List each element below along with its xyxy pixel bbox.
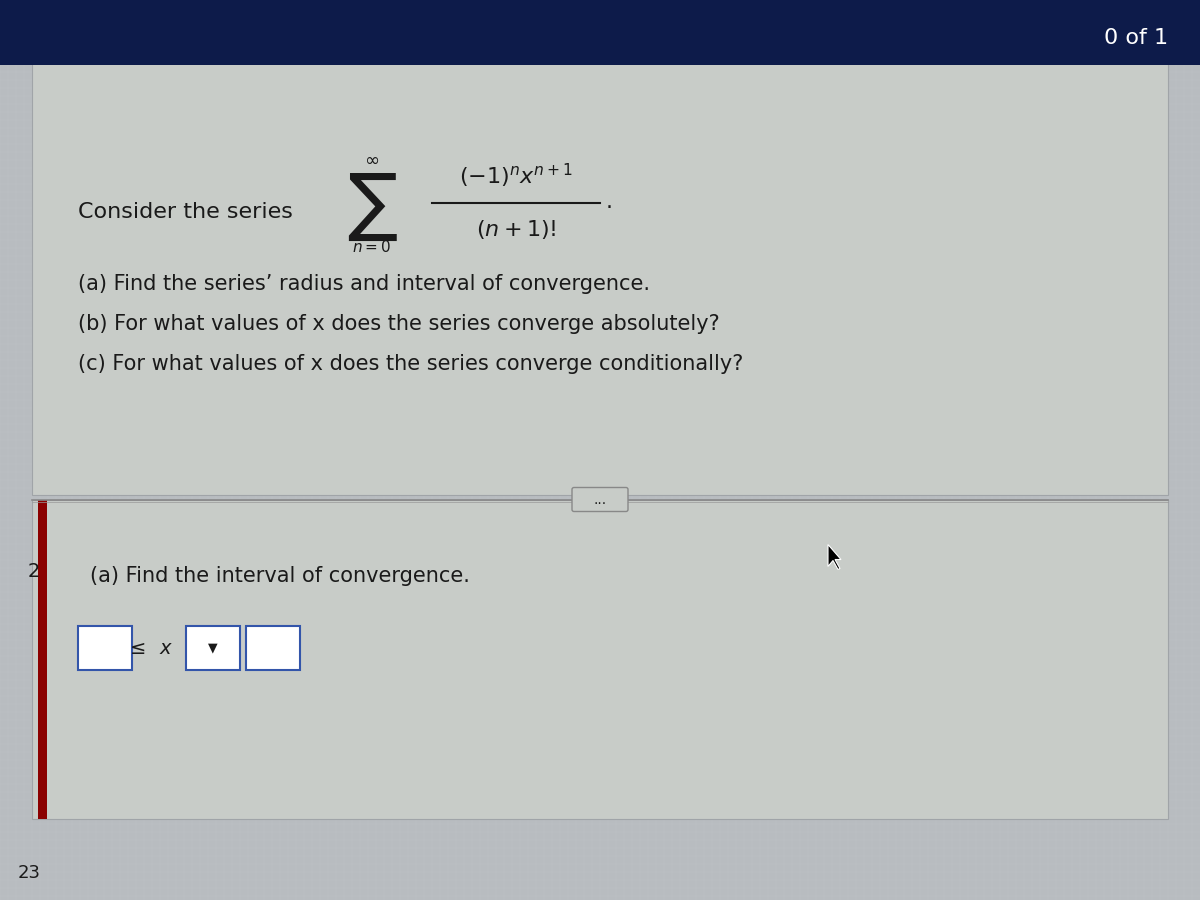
Text: .: . bbox=[606, 193, 613, 212]
Text: ...: ... bbox=[594, 492, 606, 507]
Polygon shape bbox=[828, 544, 841, 570]
Text: (a) Find the series’ radius and interval of convergence.: (a) Find the series’ radius and interval… bbox=[78, 274, 650, 293]
Text: ≤: ≤ bbox=[130, 638, 146, 658]
Text: $(-1)^n x^{n+1}$: $(-1)^n x^{n+1}$ bbox=[458, 161, 574, 190]
FancyBboxPatch shape bbox=[78, 626, 132, 670]
Text: x: x bbox=[160, 638, 172, 658]
FancyBboxPatch shape bbox=[246, 626, 300, 670]
Text: 2: 2 bbox=[28, 562, 40, 581]
Text: Consider the series: Consider the series bbox=[78, 202, 293, 221]
FancyBboxPatch shape bbox=[572, 488, 628, 511]
Text: $n=0$: $n=0$ bbox=[353, 239, 391, 256]
Text: (a) Find the interval of convergence.: (a) Find the interval of convergence. bbox=[90, 566, 470, 586]
Text: (c) For what values of x does the series converge conditionally?: (c) For what values of x does the series… bbox=[78, 355, 743, 374]
Text: 23: 23 bbox=[18, 864, 41, 882]
FancyBboxPatch shape bbox=[186, 626, 240, 670]
FancyBboxPatch shape bbox=[32, 58, 1168, 495]
Text: (b) For what values of x does the series converge absolutely?: (b) For what values of x does the series… bbox=[78, 314, 720, 334]
Text: $\sum$: $\sum$ bbox=[347, 172, 397, 242]
Text: $\infty$: $\infty$ bbox=[365, 151, 379, 169]
FancyBboxPatch shape bbox=[0, 0, 1200, 65]
Text: ▼: ▼ bbox=[208, 642, 218, 654]
FancyBboxPatch shape bbox=[38, 500, 47, 819]
Text: $(n+1)!$: $(n+1)!$ bbox=[475, 218, 557, 241]
Text: 0 of 1: 0 of 1 bbox=[1104, 28, 1168, 48]
FancyBboxPatch shape bbox=[32, 500, 1168, 819]
